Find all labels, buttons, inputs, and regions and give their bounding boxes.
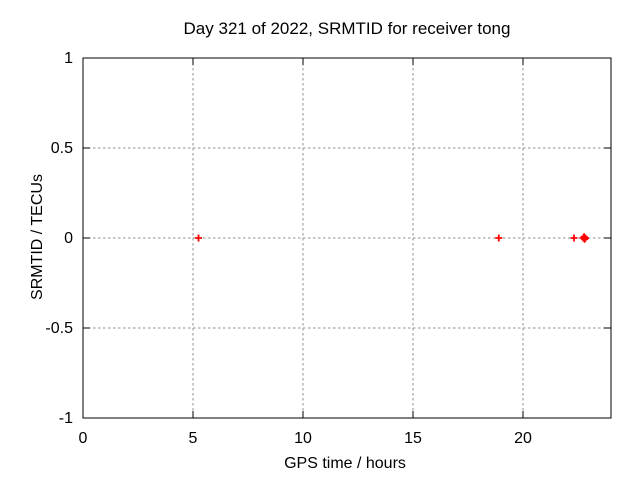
y-tick-label: -0.5 [45,320,73,337]
data-point-marker [570,234,578,242]
data-point-marker [581,234,589,242]
y-tick-label: 0.5 [51,140,73,157]
chart-title: Day 321 of 2022, SRMTID for receiver ton… [183,19,511,38]
data-point-marker [195,234,202,242]
x-axis-label: GPS time / hours [284,455,406,472]
plot-border [82,57,612,419]
y-tick-label: -1 [59,410,73,427]
x-tick-label: 15 [404,430,422,447]
x-tick-label: 10 [294,430,312,447]
x-tick-label: 20 [514,430,532,447]
x-tick-label: 0 [79,430,88,447]
x-tick-label: 5 [189,430,198,447]
data-point-marker [495,234,503,242]
y-tick-label: 1 [64,50,73,67]
y-tick-label: 0 [64,230,73,247]
